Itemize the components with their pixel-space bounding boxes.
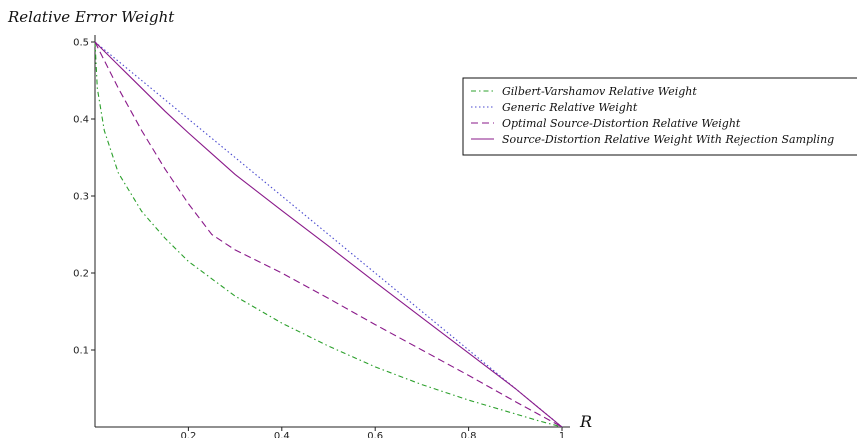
- legend-label: Optimal Source-Distortion Relative Weigh…: [502, 117, 741, 130]
- y-tick-label: 0.5: [73, 38, 89, 49]
- series-line: [94, 41, 563, 428]
- axes: [94, 35, 570, 428]
- y-tick-label: 0.4: [73, 115, 89, 126]
- x-tick-label: 0.2: [180, 431, 196, 438]
- series-line: [94, 41, 563, 428]
- x-tick-label: 1: [559, 431, 565, 438]
- y-axis-title: Relative Error Weight: [7, 8, 175, 26]
- series-line: [94, 41, 563, 428]
- y-tick-label: 0.3: [73, 192, 89, 203]
- y-tick-label: 0.1: [73, 346, 89, 357]
- legend-box: [462, 77, 857, 156]
- legend: Gilbert-Varshamov Relative Weight Generic…: [462, 77, 857, 156]
- legend-label: Source-Distortion Relative Weight With R…: [502, 133, 834, 146]
- x-tick-label: 0.6: [367, 431, 383, 438]
- legend-label: Generic Relative Weight: [502, 101, 638, 114]
- x-tick-label: 0.8: [461, 431, 477, 438]
- x-tick-label: 0.4: [274, 431, 290, 438]
- x-axis-title: R: [579, 412, 592, 431]
- legend-label: Gilbert-Varshamov Relative Weight: [502, 85, 697, 98]
- y-tick-label: 0.2: [73, 269, 89, 280]
